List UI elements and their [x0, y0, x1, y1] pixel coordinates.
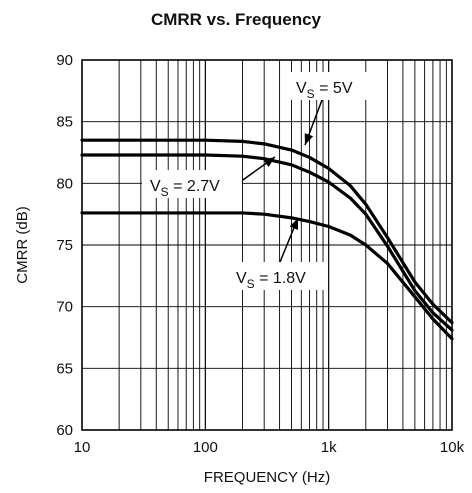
annotation-box-2: [228, 262, 328, 290]
series-line-1: [80, 153, 454, 332]
y-tick-label: 65: [56, 360, 73, 377]
annotation-arrowhead-2: [289, 218, 298, 230]
x-tick-label: 1k: [321, 439, 337, 456]
y-tick-label: 75: [56, 237, 73, 254]
x-tick-label: 100: [193, 439, 218, 456]
annotation-label-0: VS = 5V: [296, 80, 353, 101]
x-axis-label: FREQUENCY (Hz): [204, 469, 330, 486]
series-line-2: [80, 211, 454, 341]
annotation-box-1: [142, 170, 242, 198]
annotation-arrowhead-1: [263, 157, 275, 168]
series-line-0: [80, 138, 454, 325]
y-tick-label: 80: [56, 175, 73, 192]
grid: [82, 60, 452, 430]
y-tick-label: 70: [56, 299, 73, 316]
annotation-label-1: VS = 2.7V: [150, 178, 220, 199]
tick-labels: 10 100 1k 10k 60 65 70 75 80 85 90: [56, 52, 464, 456]
x-tick-label: 10k: [440, 439, 465, 456]
y-tick-label: 90: [56, 52, 73, 69]
y-tick-label: 60: [56, 422, 73, 439]
plot-frame: [81, 59, 453, 431]
series-layer: [80, 138, 454, 341]
y-axis-label: CMRR (dB): [14, 206, 31, 284]
annotation-box-0: [286, 72, 374, 100]
annotation-label-2: VS = 1.8V: [236, 270, 306, 291]
annotations: VS = 5V VS = 2.7V VS = 1.8V: [142, 72, 374, 291]
y-tick-label: 85: [56, 114, 73, 131]
annotation-arrowhead-0: [304, 133, 314, 145]
chart-title: CMRR vs. Frequency: [151, 10, 322, 29]
x-tick-label: 10: [74, 439, 91, 456]
